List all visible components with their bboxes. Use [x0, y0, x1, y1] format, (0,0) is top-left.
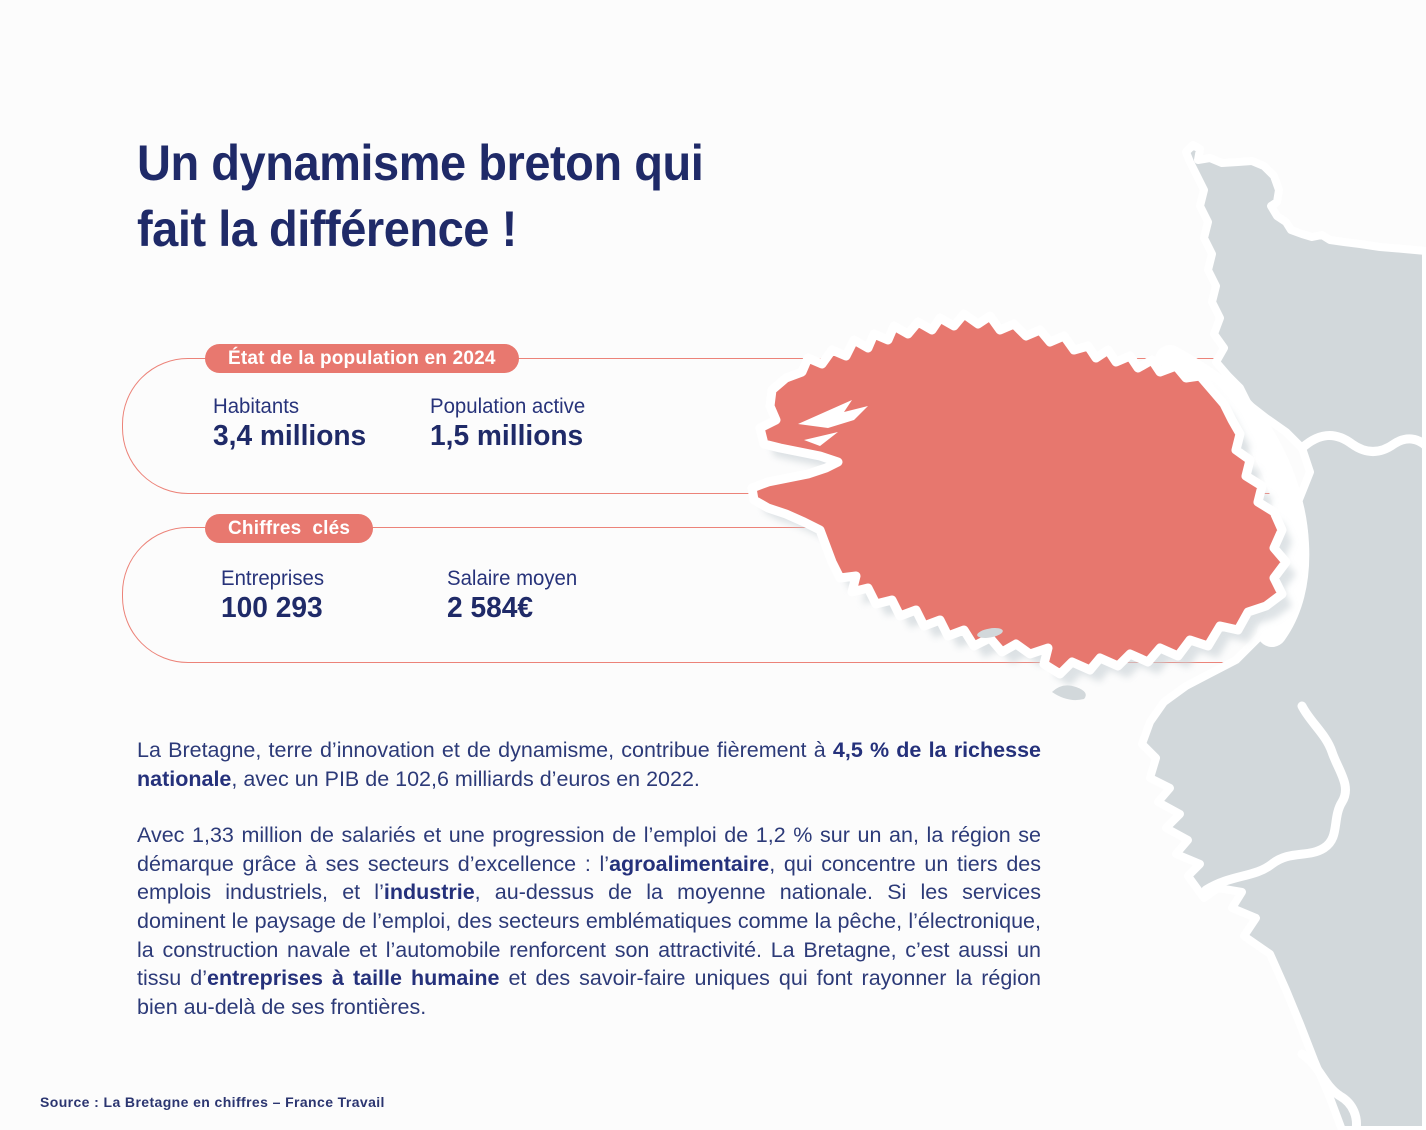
population-stats-row: Habitants 3,4 millions Population active… [213, 394, 647, 452]
loire-river [1201, 701, 1350, 895]
stat-value: 3,4 millions [213, 420, 367, 452]
stat-value: 1,5 millions [430, 420, 584, 452]
stat-label: Salaire moyen [447, 567, 578, 590]
page-title: Un dynamisme breton qui fait la différen… [137, 130, 704, 262]
paragraph-pib: La Bretagne, terre d’innovation et de dy… [137, 738, 1041, 791]
estuary-river [1297, 1049, 1361, 1130]
paragraph-economie: Avec 1,33 million de salariés et une pro… [137, 823, 1041, 1019]
stat-label: Entreprises [221, 567, 325, 590]
chiffres-cles-badge: Chiffres clés [205, 514, 374, 543]
stat-salaire-moyen: Salaire moyen 2 584€ [447, 566, 673, 624]
stat-value: 100 293 [221, 592, 323, 624]
stat-entreprises: Entreprises 100 293 [221, 566, 447, 624]
page-title-line1: Un dynamisme breton qui [137, 135, 704, 191]
island-belle-ile [1052, 685, 1086, 701]
page-title-line2: fait la différence ! [137, 201, 517, 257]
body-text: La Bretagne, terre d’innovation et de dy… [137, 736, 1041, 1049]
population-badge: État de la population en 2024 [205, 344, 519, 373]
source-line: Source : La Bretagne en chiffres – Franc… [40, 1094, 385, 1110]
stat-label: Habitants [213, 395, 300, 418]
stat-label: Population active [430, 395, 586, 418]
stat-habitants: Habitants 3,4 millions [213, 394, 430, 452]
stat-population-active: Population active 1,5 millions [430, 394, 647, 452]
chiffres-stats-row: Entreprises 100 293 Salaire moyen 2 584€ [221, 566, 673, 624]
stat-value: 2 584€ [447, 592, 534, 624]
